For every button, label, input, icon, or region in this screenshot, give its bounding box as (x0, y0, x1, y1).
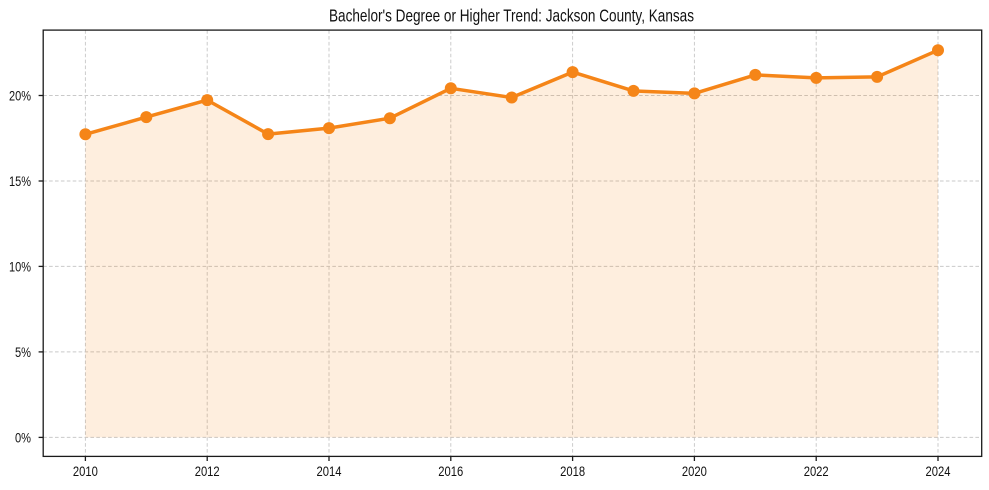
svg-text:20%: 20% (9, 88, 31, 104)
svg-text:2020: 2020 (682, 463, 707, 479)
svg-text:2018: 2018 (560, 463, 585, 479)
svg-text:15%: 15% (9, 173, 31, 189)
svg-text:2014: 2014 (317, 463, 342, 479)
svg-text:Bachelor's Degree or Higher Tr: Bachelor's Degree or Higher Trend: Jacks… (329, 6, 694, 26)
svg-text:2016: 2016 (438, 463, 463, 479)
svg-text:2010: 2010 (73, 463, 98, 479)
svg-text:2024: 2024 (926, 463, 951, 479)
svg-text:2022: 2022 (804, 463, 829, 479)
svg-text:5%: 5% (15, 344, 31, 360)
svg-text:10%: 10% (9, 259, 31, 275)
svg-text:2012: 2012 (195, 463, 220, 479)
svg-text:0%: 0% (15, 430, 31, 446)
